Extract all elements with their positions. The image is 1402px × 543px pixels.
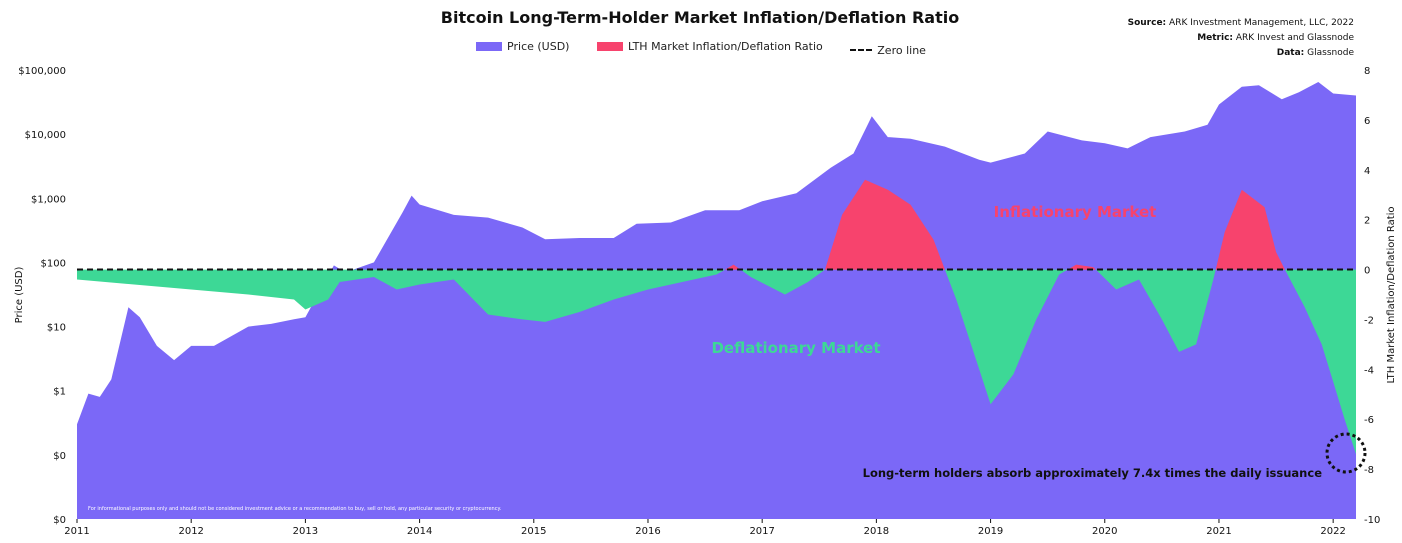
legend-dash-zero xyxy=(850,49,873,51)
legend-item-zero: Zero line xyxy=(850,44,926,57)
inflation-area xyxy=(77,179,1356,270)
deflation-annotation: Deflationary Market xyxy=(711,339,880,357)
y-left-tick-label: $10,000 xyxy=(25,130,66,141)
y-left-tick-label: $0 xyxy=(53,515,66,526)
right-axis-title: LTH Market Inflation/Deflation Ratio xyxy=(1386,206,1397,383)
y-right-tick-label: -8 xyxy=(1364,465,1374,476)
y-right-tick-label: 6 xyxy=(1364,116,1370,127)
y-right-tick-label: -2 xyxy=(1364,315,1374,326)
x-tick-label: 2012 xyxy=(178,526,203,537)
legend-swatch-price xyxy=(476,42,503,51)
legend-item-price: Price (USD) xyxy=(476,40,569,53)
x-tick-label: 2014 xyxy=(407,526,432,537)
y-right-tick-label: -6 xyxy=(1364,415,1374,426)
x-tick-label: 2011 xyxy=(64,526,89,537)
metric-line: Metric: ARK Invest and Glassnode xyxy=(1197,33,1354,43)
y-left-tick-label: $10 xyxy=(47,323,66,334)
y-left-tick-label: $100,000 xyxy=(18,66,66,77)
disclaimer: For informational purposes only and shou… xyxy=(88,506,502,512)
legend-item-ratio: LTH Market Inflation/Deflation Ratio xyxy=(596,40,823,53)
chart-title: Bitcoin Long-Term-Holder Market Inflatio… xyxy=(440,8,960,27)
callout-annotation: Long-term holders absorb approximately 7… xyxy=(863,466,1323,480)
y-right-tick-label: 8 xyxy=(1364,66,1370,77)
x-tick-label: 2016 xyxy=(635,526,660,537)
annotations: Inflationary Market Deflationary Market … xyxy=(14,203,1397,512)
y-left-tick-label: $100 xyxy=(41,258,66,269)
x-tick-label: 2013 xyxy=(293,526,318,537)
x-tick-label: 2015 xyxy=(521,526,546,537)
data-line: Data: Glassnode xyxy=(1276,48,1354,58)
y-right-tick-label: 0 xyxy=(1364,266,1370,277)
legend: Price (USD) LTH Market Inflation/Deflati… xyxy=(0,40,1402,57)
y-left-tick-label: $1,000 xyxy=(31,194,66,205)
y-left-tick-label: $1 xyxy=(53,387,66,398)
y-right-tick-label: -4 xyxy=(1364,365,1374,376)
source-block: Source: ARK Investment Management, LLC, … xyxy=(1128,16,1354,61)
callout-circle xyxy=(1325,432,1367,474)
x-tick-label: 2020 xyxy=(1092,526,1117,537)
source-line: Source: ARK Investment Management, LLC, … xyxy=(1127,18,1354,28)
y-left-tick-label: $0 xyxy=(53,451,66,462)
legend-swatch-ratio xyxy=(596,42,623,51)
x-tick-label: 2022 xyxy=(1320,526,1345,537)
deflation-area xyxy=(77,269,1356,455)
left-axis-title: Price (USD) xyxy=(14,267,25,324)
y-right-tick-label: 4 xyxy=(1364,166,1370,177)
x-tick-label: 2017 xyxy=(749,526,774,537)
x-tick-label: 2021 xyxy=(1206,526,1231,537)
axes: $0 $0 $1 $10 $100 $1,000 $10,000 $100,000 -10 -8 -… xyxy=(18,66,1380,537)
price-area xyxy=(77,82,1356,519)
x-tick-label: 2018 xyxy=(864,526,889,537)
y-right-tick-label: -10 xyxy=(1364,515,1380,526)
x-tick-label: 2019 xyxy=(978,526,1003,537)
inflation-annotation: Inflationary Market xyxy=(994,203,1157,221)
plot-area xyxy=(77,82,1356,519)
y-right-tick-label: 2 xyxy=(1364,216,1370,227)
